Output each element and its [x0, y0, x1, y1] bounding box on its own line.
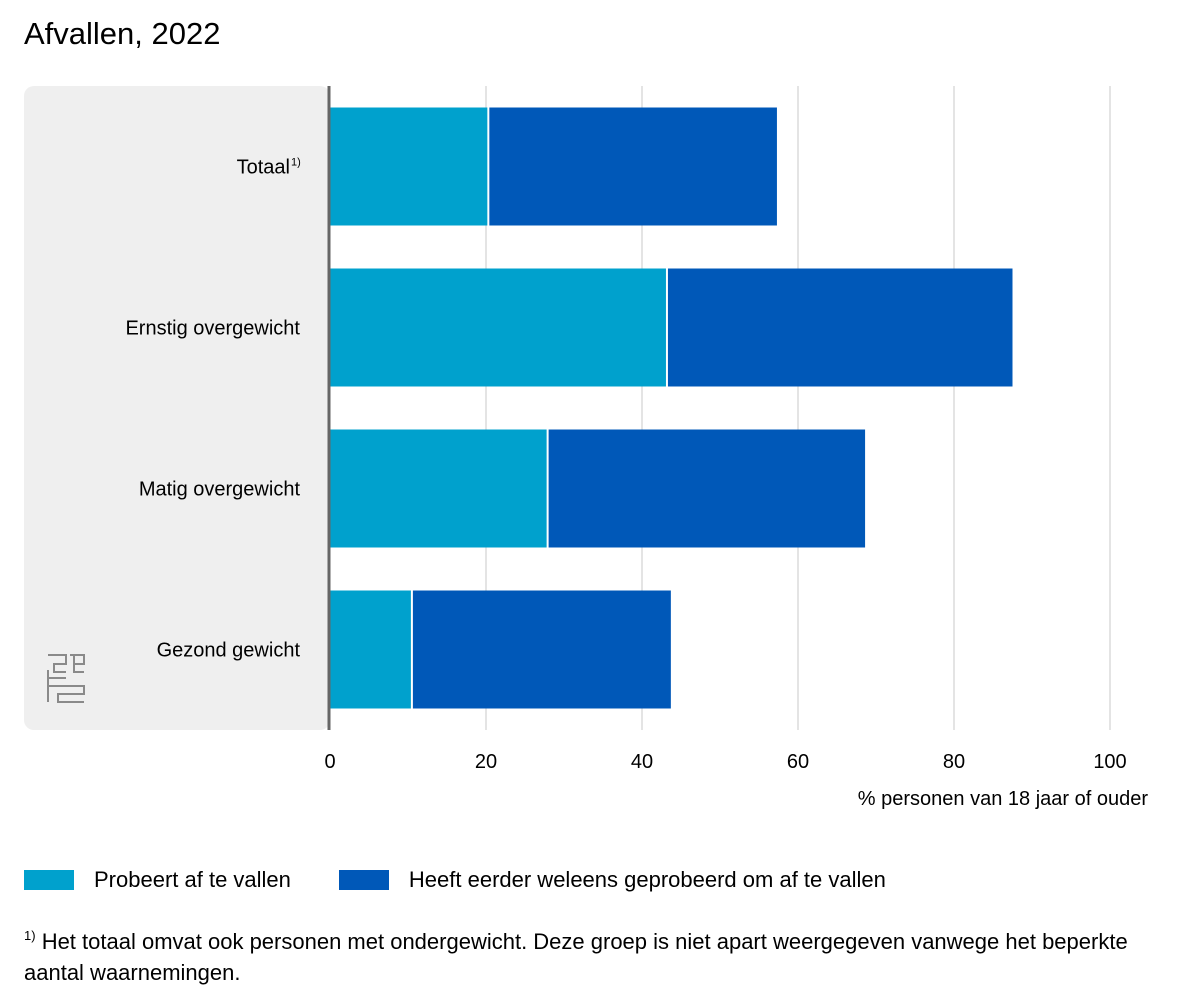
- footnote-marker: 1): [24, 928, 36, 943]
- category-label-panel: [24, 86, 330, 730]
- x-tick-label: 80: [943, 751, 965, 773]
- bar-segment: [547, 429, 866, 548]
- x-tick-label: 0: [324, 751, 335, 773]
- legend: Probeert af te vallen Heeft eerder welee…: [24, 862, 934, 898]
- legend-label-probeert: Probeert af te vallen: [94, 867, 291, 892]
- x-axis-title: % personen van 18 jaar of ouder: [857, 788, 1148, 810]
- bar-segment: [330, 107, 489, 226]
- chart-title: Afvallen, 2022: [24, 16, 221, 51]
- x-tick-label: 100: [1093, 751, 1126, 773]
- bar-segment: [330, 268, 667, 387]
- legend-swatch-probeert: [24, 870, 74, 890]
- category-label: Matig overgewicht: [139, 479, 301, 501]
- x-tick-label: 20: [475, 751, 497, 773]
- bars: [330, 107, 1013, 709]
- category-label: Totaal: [237, 157, 290, 179]
- legend-swatch-eerder: [338, 870, 389, 890]
- x-tick-labels: 0 20 40 60 80 100: [324, 751, 1126, 773]
- bar-segment: [411, 590, 671, 709]
- footnote: 1) Het totaal omvat ook personen met ond…: [24, 920, 1174, 988]
- bar-segment: [330, 590, 412, 709]
- cbs-logo-icon: [47, 654, 85, 703]
- x-tick-label: 40: [631, 751, 653, 773]
- legend-item-eerder: Heeft eerder weleens geprobeerd om af te…: [338, 867, 886, 893]
- category-label: Gezond gewicht: [157, 640, 301, 662]
- bar-segment: [666, 268, 1013, 387]
- bar-segment: [488, 107, 777, 226]
- category-labels: Totaal 1) Ernstig overgewicht Matig overgew…: [125, 157, 300, 662]
- category-label: Ernstig overgewicht: [125, 318, 300, 340]
- footnote-text: Het totaal omvat ook personen met onderg…: [24, 929, 1128, 985]
- stacked-bar-chart: Totaal 1) Ernstig overgewicht Matig overgew…: [24, 86, 1127, 773]
- category-note: 1): [291, 157, 301, 169]
- bar-segment: [330, 429, 548, 548]
- x-tick-label: 60: [787, 751, 809, 773]
- legend-label-eerder: Heeft eerder weleens geprobeerd om af te…: [408, 867, 886, 892]
- legend-item-probeert: Probeert af te vallen: [24, 867, 291, 893]
